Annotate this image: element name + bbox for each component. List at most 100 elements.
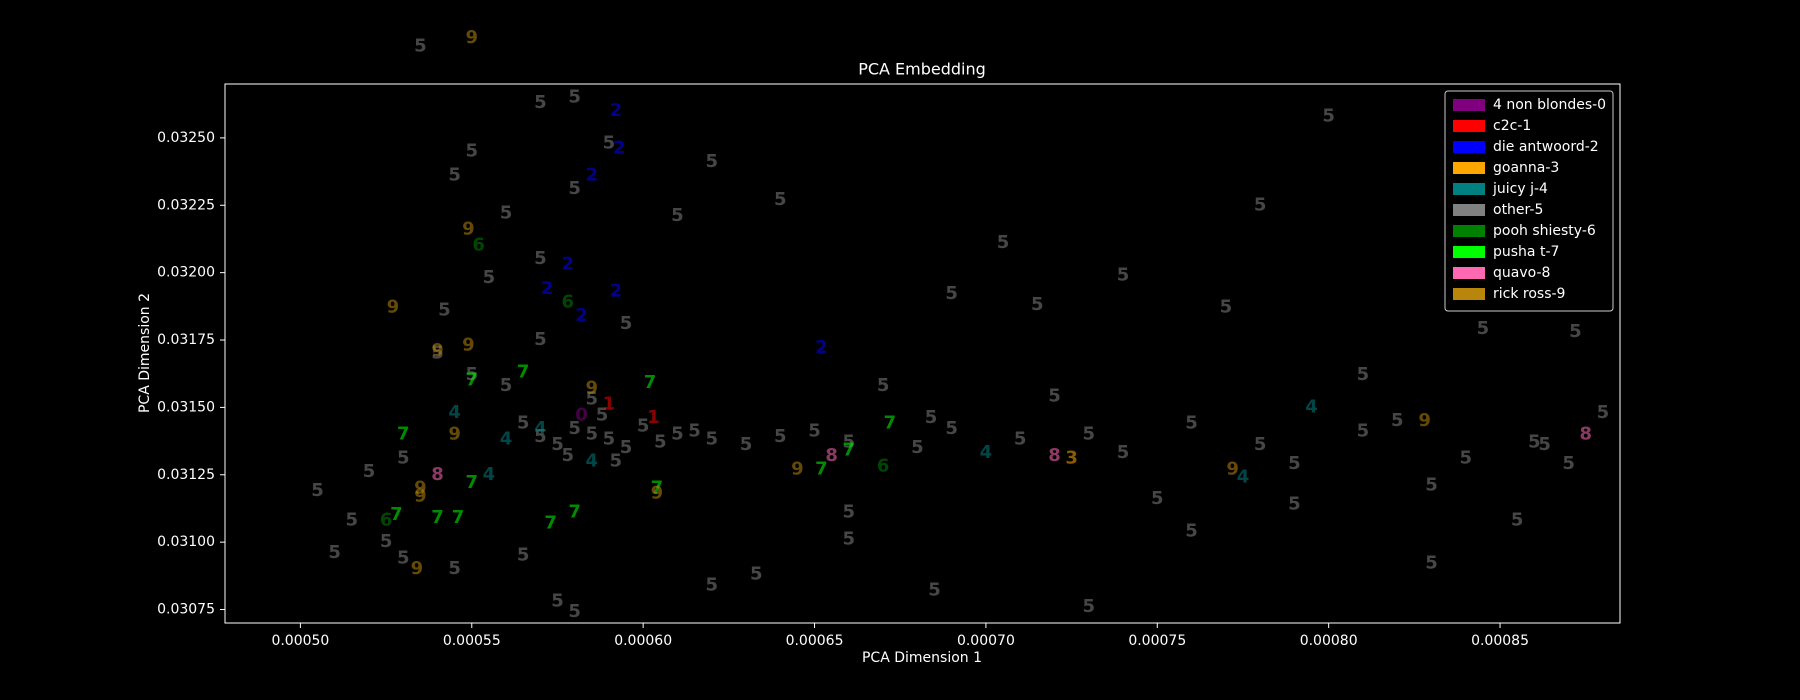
point: 5	[1082, 596, 1095, 617]
point: 5	[1185, 520, 1198, 541]
point: 5	[774, 189, 787, 210]
point: 9	[466, 27, 479, 48]
point: 9	[791, 458, 804, 479]
y-tick-label: 0.03175	[157, 332, 215, 348]
point: 8	[1048, 445, 1061, 466]
point: 7	[815, 458, 828, 479]
point: 5	[1322, 105, 1335, 126]
y-tick-label: 0.03125	[157, 467, 215, 483]
point: 5	[1562, 453, 1575, 474]
point: 8	[431, 464, 444, 485]
point: 5	[911, 437, 924, 458]
point: 5	[568, 86, 581, 107]
point: 9	[462, 334, 475, 355]
point: 5	[654, 431, 667, 452]
point: 5	[1014, 429, 1027, 450]
legend-label: pusha t-7	[1493, 244, 1559, 260]
point: 7	[884, 413, 897, 434]
plot-frame	[224, 83, 1621, 624]
point: 9	[1226, 458, 1239, 479]
point: 5	[843, 528, 856, 549]
point: 4	[1237, 466, 1250, 487]
legend-label: goanna-3	[1493, 160, 1559, 176]
point: 5	[688, 421, 701, 442]
point: 7	[466, 472, 479, 493]
y-tick-label: 0.03100	[157, 534, 215, 550]
point: 8	[1579, 423, 1592, 444]
point: 5	[877, 375, 890, 396]
point: 5	[1425, 553, 1438, 574]
x-tick-label: 0.00060	[614, 633, 672, 649]
x-axis-label: PCA Dimension 1	[862, 650, 982, 666]
point: 5	[945, 283, 958, 304]
point: 2	[541, 278, 554, 299]
legend-swatch	[1453, 183, 1485, 195]
point: 4	[500, 429, 513, 450]
x-tick-label: 0.00075	[1128, 633, 1186, 649]
point: 5	[431, 343, 444, 364]
point: 4	[1305, 396, 1318, 417]
point: 5	[1425, 475, 1438, 496]
point: 2	[609, 100, 622, 121]
point: 5	[448, 558, 461, 579]
y-tick-label: 0.03200	[157, 265, 215, 281]
point: 9	[411, 558, 424, 579]
point: 5	[500, 202, 513, 223]
point: 5	[705, 151, 718, 172]
point: 6	[877, 456, 890, 477]
point: 5	[596, 404, 609, 425]
point: 5	[568, 418, 581, 439]
point: 1	[647, 407, 660, 428]
point: 7	[568, 502, 581, 523]
point: 5	[997, 232, 1010, 253]
point: 5	[1288, 493, 1301, 514]
point: 4	[980, 442, 993, 463]
legend-swatch	[1453, 288, 1485, 300]
y-tick-label: 0.03075	[157, 602, 215, 618]
point: 5	[1288, 453, 1301, 474]
point: 5	[1477, 318, 1490, 339]
point: 5	[517, 545, 530, 566]
point: 7	[651, 477, 664, 498]
point: 7	[466, 369, 479, 390]
point: 4	[534, 418, 547, 439]
point: 9	[462, 219, 475, 240]
point: 5	[534, 248, 547, 269]
point: 5	[1597, 402, 1610, 423]
x-tick-label: 0.00050	[271, 633, 329, 649]
point: 5	[637, 415, 650, 436]
point: 6	[472, 235, 485, 256]
point: 5	[843, 502, 856, 523]
point: 5	[620, 437, 633, 458]
chart-title: PCA Embedding	[858, 60, 986, 79]
point: 5	[843, 431, 856, 452]
point: 5	[1254, 194, 1267, 215]
point: 5	[609, 450, 622, 471]
point: 5	[311, 480, 324, 501]
point: 4	[483, 464, 496, 485]
point: 5	[568, 178, 581, 199]
point: 5	[1048, 386, 1061, 407]
point: 5	[517, 413, 530, 434]
point: 5	[1459, 448, 1472, 469]
point: 5	[551, 590, 564, 611]
point: 5	[551, 434, 564, 455]
point: 7	[644, 372, 657, 393]
point: 5	[1511, 510, 1524, 531]
point: 5	[603, 429, 616, 450]
legend-swatch	[1453, 204, 1485, 216]
point: 9	[1418, 410, 1431, 431]
legend-label: 4 non blondes-0	[1493, 97, 1606, 113]
point: 1	[603, 394, 616, 415]
point: 5	[561, 445, 574, 466]
point: 9	[585, 378, 598, 399]
point: 5	[1357, 364, 1370, 385]
point: 5	[705, 429, 718, 450]
point: 5	[397, 547, 410, 568]
legend-box	[1444, 90, 1614, 312]
point: 7	[452, 507, 465, 528]
point: 5	[808, 421, 821, 442]
legend-label: quavo-8	[1493, 265, 1550, 281]
point: 5	[1254, 434, 1267, 455]
